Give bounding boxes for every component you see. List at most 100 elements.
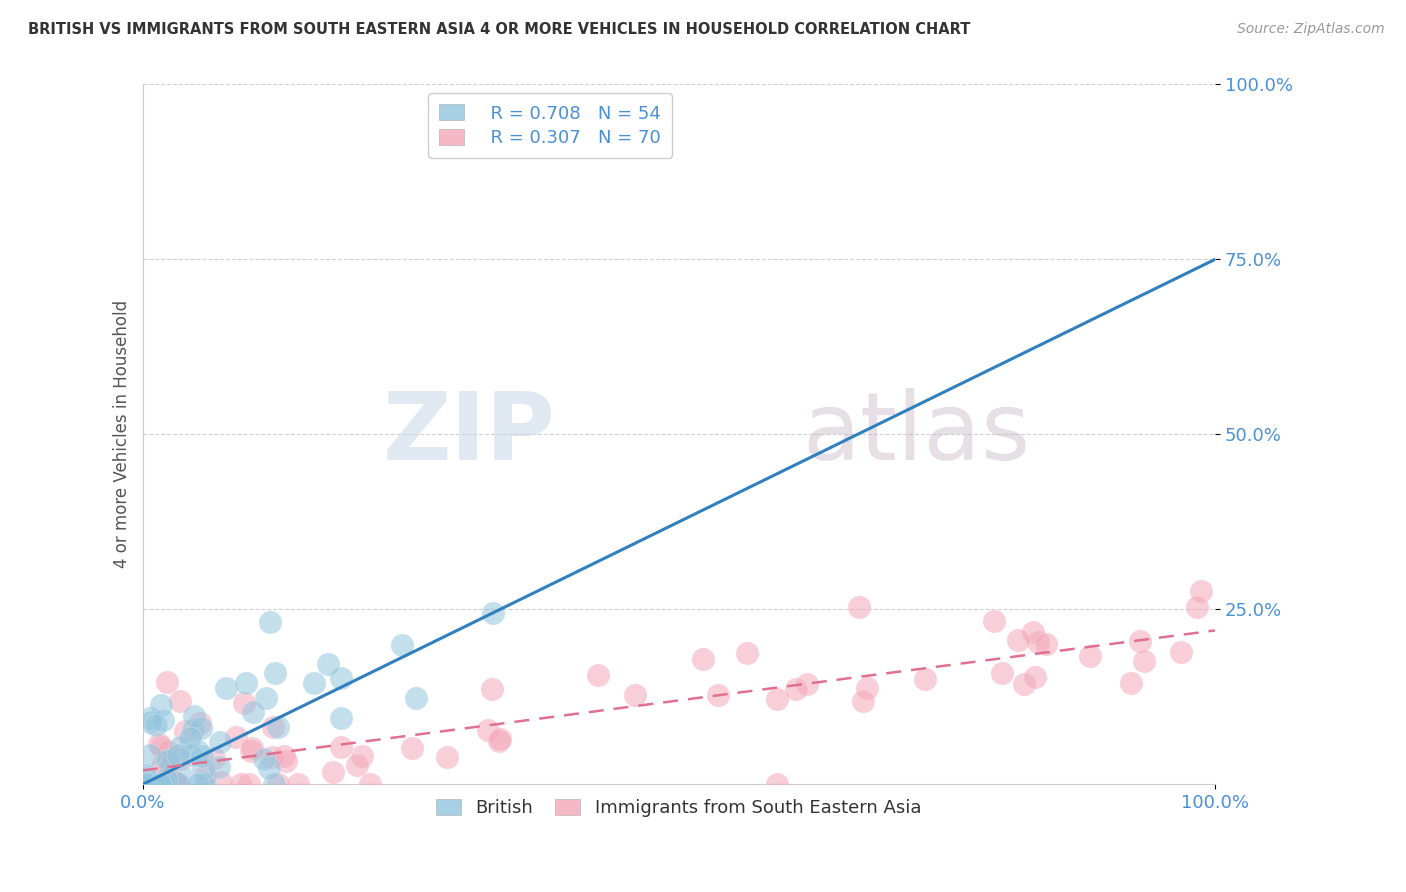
Point	[852, 694, 875, 708]
Point	[692, 652, 714, 666]
Text: atlas: atlas	[801, 388, 1031, 481]
Point	[1024, 670, 1046, 684]
Point	[330, 671, 353, 685]
Point	[167, 777, 190, 791]
Point	[983, 614, 1005, 628]
Point	[436, 749, 458, 764]
Point	[169, 752, 191, 766]
Point	[169, 740, 191, 755]
Point	[391, 638, 413, 652]
Point	[1078, 648, 1101, 663]
Point	[172, 769, 194, 783]
Point	[1189, 584, 1212, 599]
Point	[254, 690, 277, 705]
Point	[991, 665, 1014, 680]
Point	[163, 774, 186, 789]
Point	[238, 777, 260, 791]
Point	[169, 694, 191, 708]
Point	[209, 775, 232, 789]
Point	[707, 688, 730, 702]
Point	[191, 762, 214, 776]
Point	[153, 764, 176, 779]
Point	[148, 737, 170, 751]
Point	[322, 765, 344, 780]
Point	[139, 747, 162, 762]
Point	[914, 672, 936, 686]
Point	[229, 777, 252, 791]
Point	[856, 681, 879, 696]
Point	[257, 761, 280, 775]
Point	[166, 777, 188, 791]
Point	[149, 777, 172, 791]
Point	[149, 777, 172, 791]
Point	[187, 744, 209, 758]
Point	[262, 720, 284, 734]
Point	[240, 744, 263, 758]
Point	[135, 771, 157, 785]
Point	[134, 776, 156, 790]
Point	[488, 732, 510, 747]
Point	[138, 777, 160, 791]
Legend: British, Immigrants from South Eastern Asia: British, Immigrants from South Eastern A…	[429, 792, 928, 824]
Point	[179, 731, 201, 745]
Point	[143, 777, 166, 791]
Point	[209, 735, 232, 749]
Point	[180, 747, 202, 762]
Point	[287, 777, 309, 791]
Point	[796, 676, 818, 690]
Point	[1185, 599, 1208, 614]
Point	[481, 681, 503, 696]
Point	[152, 713, 174, 727]
Point	[141, 777, 163, 791]
Point	[785, 682, 807, 697]
Point	[1022, 624, 1045, 639]
Point	[134, 777, 156, 791]
Text: ZIP: ZIP	[382, 388, 555, 481]
Point	[183, 709, 205, 723]
Point	[1170, 645, 1192, 659]
Point	[260, 750, 283, 764]
Point	[235, 676, 257, 690]
Point	[329, 739, 352, 754]
Point	[190, 721, 212, 735]
Point	[267, 777, 290, 791]
Point	[181, 723, 204, 737]
Point	[401, 740, 423, 755]
Point	[259, 615, 281, 629]
Point	[263, 665, 285, 680]
Point	[405, 691, 427, 706]
Point	[157, 754, 180, 768]
Point	[150, 698, 173, 712]
Point	[139, 711, 162, 725]
Point	[194, 769, 217, 783]
Point	[346, 758, 368, 772]
Point	[267, 720, 290, 734]
Point	[240, 741, 263, 756]
Point	[202, 751, 225, 765]
Point	[1133, 654, 1156, 668]
Point	[193, 777, 215, 791]
Point	[157, 753, 180, 767]
Point	[766, 692, 789, 706]
Point	[191, 749, 214, 764]
Point	[155, 772, 177, 787]
Point	[174, 723, 197, 738]
Point	[156, 675, 179, 690]
Point	[165, 777, 187, 791]
Point	[145, 718, 167, 732]
Text: BRITISH VS IMMIGRANTS FROM SOUTH EASTERN ASIA 4 OR MORE VEHICLES IN HOUSEHOLD CO: BRITISH VS IMMIGRANTS FROM SOUTH EASTERN…	[28, 22, 970, 37]
Point	[135, 777, 157, 791]
Point	[187, 777, 209, 791]
Point	[276, 754, 298, 768]
Point	[735, 646, 758, 660]
Point	[150, 740, 173, 755]
Point	[153, 772, 176, 787]
Point	[477, 723, 499, 737]
Point	[233, 696, 256, 710]
Point	[1035, 637, 1057, 651]
Point	[1026, 635, 1049, 649]
Point	[482, 606, 505, 620]
Point	[1129, 633, 1152, 648]
Point	[350, 749, 373, 764]
Point	[149, 777, 172, 791]
